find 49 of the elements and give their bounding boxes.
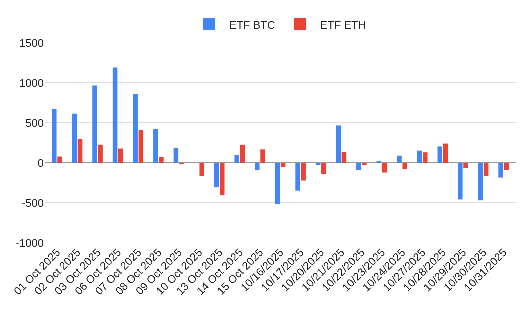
bar	[234, 155, 240, 163]
bar	[275, 163, 280, 204]
y-tick-label: -500	[22, 198, 44, 210]
bar	[464, 163, 468, 168]
bar	[255, 163, 260, 170]
bar	[356, 163, 362, 170]
bar	[159, 157, 164, 163]
bar	[342, 152, 347, 163]
bar	[301, 163, 306, 181]
bar	[214, 163, 220, 188]
bar	[443, 144, 448, 163]
bar	[504, 163, 509, 170]
bar	[423, 152, 428, 163]
bar	[438, 146, 442, 163]
bar	[118, 148, 124, 163]
bar	[154, 129, 158, 163]
bar	[382, 163, 388, 173]
bar	[58, 156, 62, 163]
bar	[417, 150, 422, 163]
bar	[296, 163, 300, 191]
y-tick-label: 0	[38, 158, 44, 170]
bar	[72, 114, 78, 163]
bar	[498, 163, 504, 178]
bar	[260, 150, 266, 163]
bar	[138, 130, 144, 163]
legend-label: ETF BTC	[230, 20, 276, 32]
bar	[240, 144, 246, 163]
bar	[133, 94, 138, 163]
y-tick-label: 1500	[20, 38, 44, 50]
bar	[397, 156, 402, 163]
bar	[112, 68, 118, 163]
bar	[280, 163, 286, 168]
bar	[458, 163, 463, 200]
bar	[402, 163, 408, 170]
bar	[174, 148, 179, 163]
bar	[220, 163, 225, 196]
y-tick-label: -1000	[16, 238, 44, 250]
bar	[322, 163, 326, 174]
bar	[52, 109, 57, 163]
bar	[78, 139, 83, 163]
bar	[484, 163, 489, 176]
y-tick-label: 500	[26, 118, 44, 130]
bar	[92, 86, 98, 163]
y-tick-label: 1000	[20, 78, 44, 90]
legend-label: ETF ETH	[320, 20, 366, 32]
bar	[98, 144, 103, 163]
bar	[478, 163, 484, 201]
bar	[200, 163, 204, 176]
bar	[336, 126, 341, 163]
